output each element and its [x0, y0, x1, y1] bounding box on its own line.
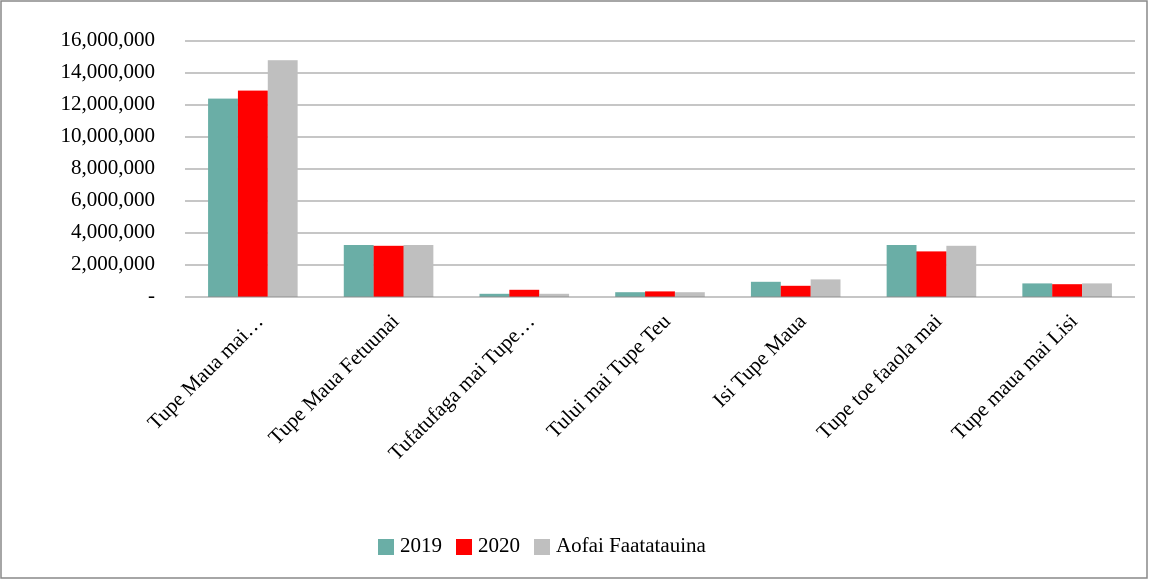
bar	[946, 245, 977, 297]
bar	[1052, 284, 1083, 297]
y-tick-label: 6,000,000	[71, 187, 155, 211]
bar	[750, 281, 781, 297]
bar	[615, 292, 646, 297]
bar	[539, 293, 570, 297]
y-tick-label: 14,000,000	[61, 59, 156, 83]
bar	[886, 245, 917, 297]
legend-label: Aofai Faatatauina	[556, 533, 707, 557]
legend-swatch	[534, 539, 550, 555]
bar	[645, 291, 675, 297]
bar	[237, 90, 268, 297]
bar	[674, 292, 705, 297]
bar	[343, 245, 374, 297]
bar	[1022, 283, 1053, 297]
bar	[373, 245, 404, 297]
y-tick-label: 2,000,000	[71, 251, 155, 275]
y-tick-label: 16,000,000	[61, 27, 156, 51]
y-tick-label: 10,000,000	[61, 123, 156, 147]
y-tick-label: 4,000,000	[71, 219, 155, 243]
bar	[403, 245, 434, 297]
y-tick-label: -	[148, 283, 155, 307]
y-tick-label: 12,000,000	[61, 91, 156, 115]
bar	[267, 60, 298, 298]
legend-swatch	[378, 539, 394, 555]
bar	[479, 293, 510, 297]
bar	[1082, 283, 1112, 297]
bar	[780, 285, 811, 297]
bar	[208, 98, 238, 297]
bar	[810, 279, 841, 297]
bar	[916, 251, 947, 297]
legend-label: 2020	[478, 533, 520, 557]
legend-label: 2019	[400, 533, 442, 557]
legend-swatch	[456, 539, 472, 555]
y-tick-label: 8,000,000	[71, 155, 155, 179]
bar	[509, 289, 540, 297]
